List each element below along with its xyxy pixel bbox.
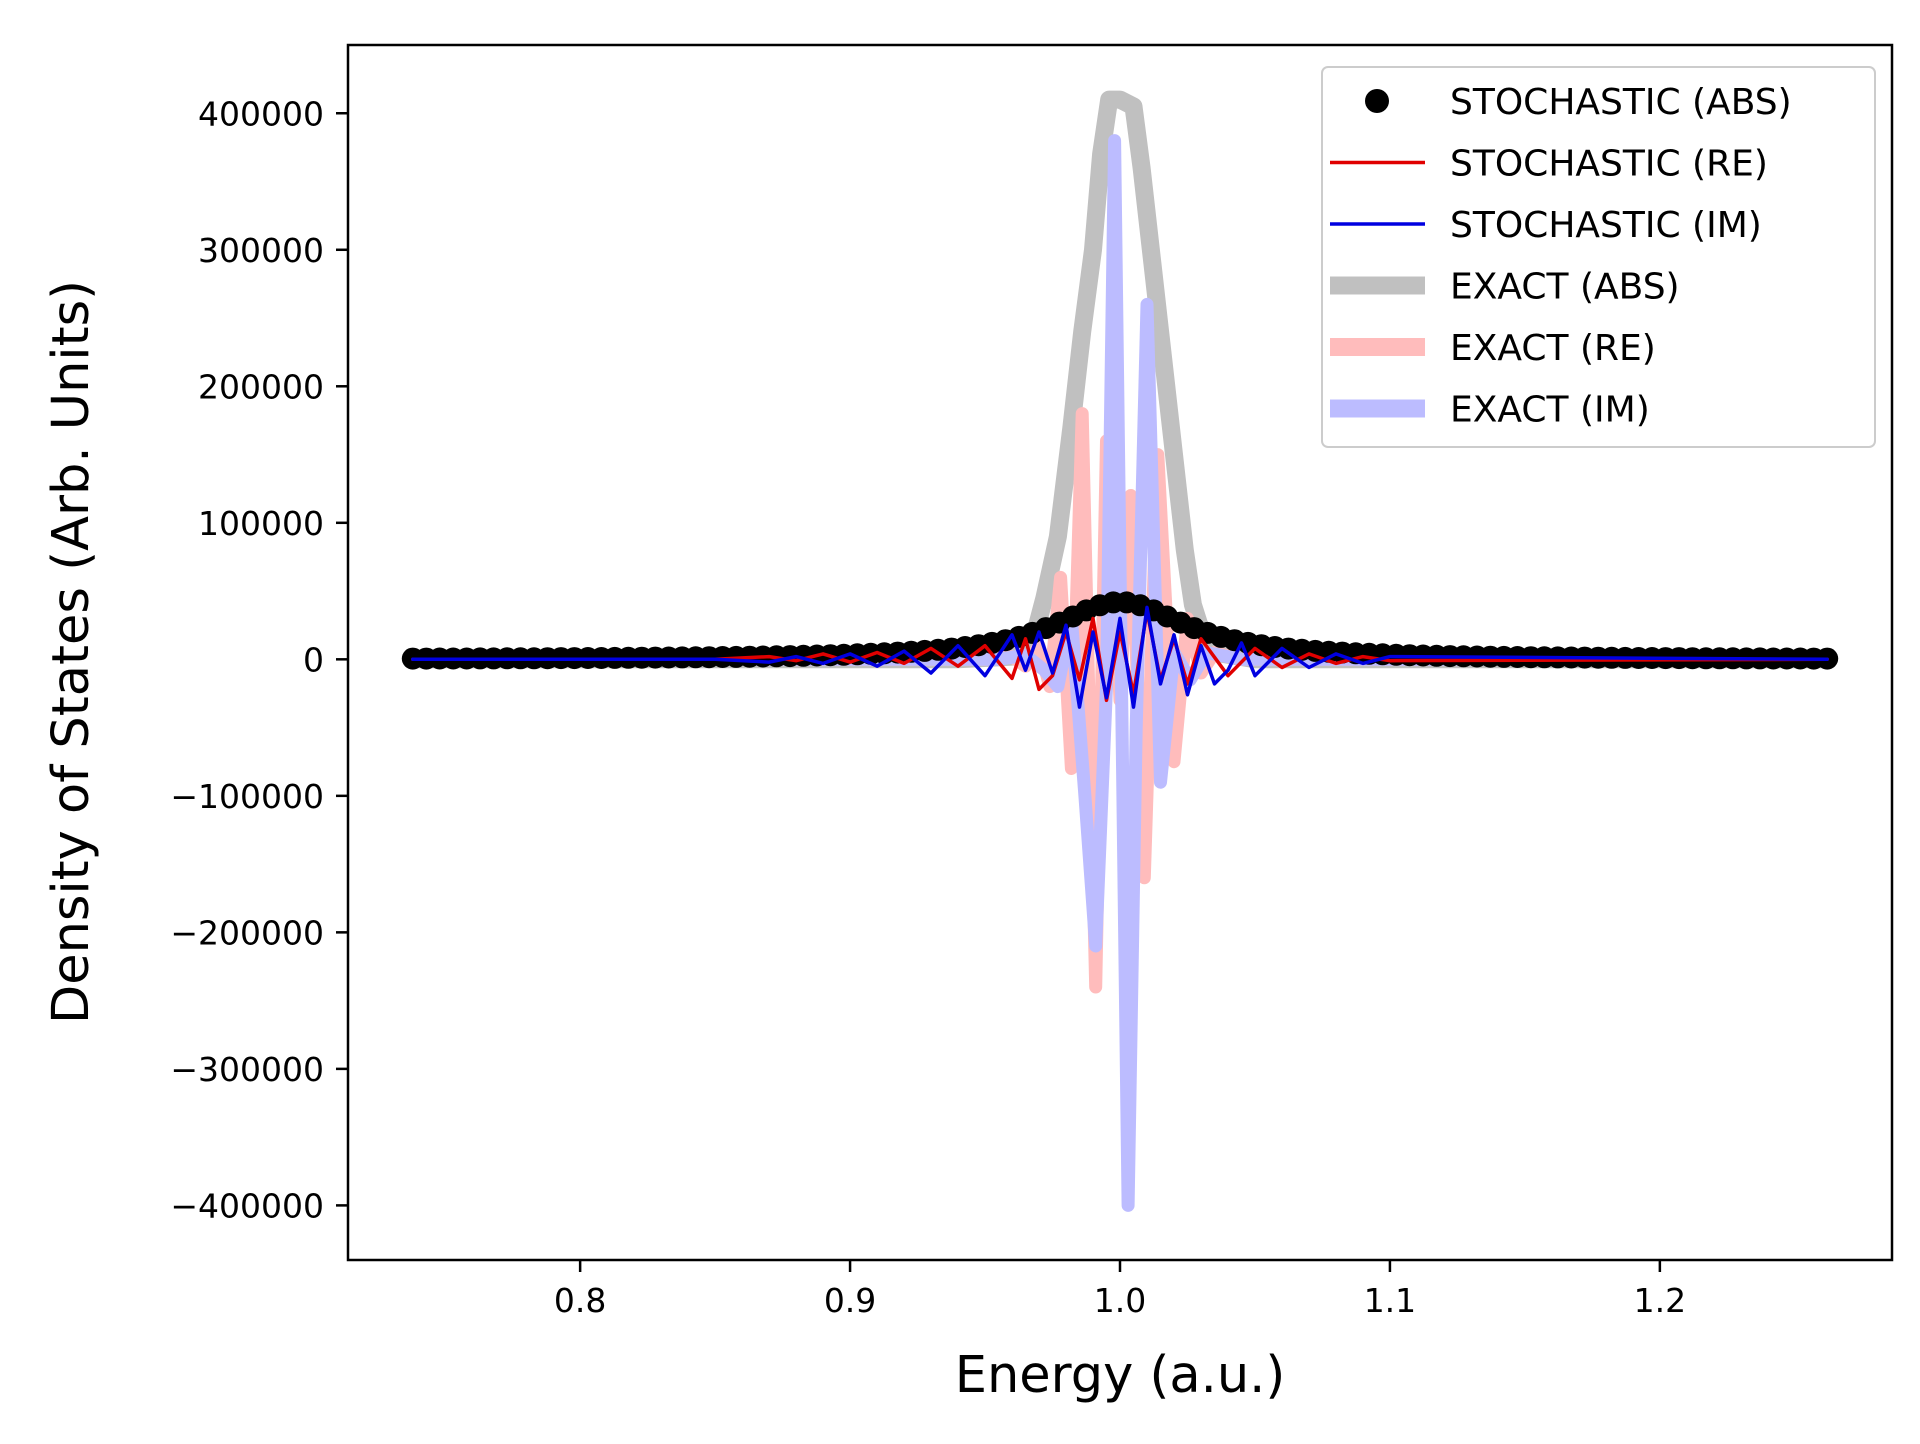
x-axis-label: Energy (a.u.) — [955, 1346, 1286, 1405]
series-layer — [401, 90, 1839, 1212]
series-line-stochastic-im — [411, 605, 1829, 709]
legend-exact-im-label: EXACT (IM) — [1450, 390, 1650, 431]
legend-stochastic-abs-marker — [1365, 89, 1389, 113]
y-axis-label: Density of States (Arb. Units) — [42, 280, 101, 1024]
legend-stochastic-im-label: STOCHASTIC (IM) — [1450, 205, 1762, 246]
y-tick-label: −100000 — [170, 777, 324, 816]
legend-exact-abs-label: EXACT (ABS) — [1450, 267, 1680, 308]
x-tick-label: 1.2 — [1634, 1281, 1686, 1320]
y-tick-label: 0 — [303, 640, 324, 679]
y-axis: 400000 300000 200000 100000 0 −100000 −200000 −… — [170, 94, 348, 1225]
y-tick-label: 300000 — [198, 231, 324, 270]
y-tick-label: 200000 — [198, 367, 324, 406]
x-tick-label: 1.0 — [1094, 1281, 1146, 1320]
y-tick-label: 100000 — [198, 504, 324, 543]
legend-box — [1321, 66, 1876, 448]
x-tick-label: 0.9 — [824, 1281, 876, 1320]
legend-exact-re-label: EXACT (RE) — [1450, 328, 1656, 369]
y-tick-label: −400000 — [170, 1186, 324, 1225]
y-tick-label: −200000 — [170, 913, 324, 952]
x-tick-label: 1.1 — [1364, 1281, 1416, 1320]
y-tick-label: −300000 — [170, 1050, 324, 1089]
x-tick-label: 0.8 — [554, 1281, 606, 1320]
y-tick-label: 400000 — [198, 94, 324, 133]
x-axis: 0.8 0.9 1.0 1.1 1.2 — [554, 1260, 1686, 1320]
legend: STOCHASTIC (ABS) STOCHASTIC (RE) STOCHASTI… — [1321, 66, 1876, 448]
legend-stochastic-abs-label: STOCHASTIC (ABS) — [1450, 82, 1792, 123]
series-line-stochastic-re — [411, 609, 1829, 703]
legend-stochastic-re-label: STOCHASTIC (RE) — [1450, 144, 1768, 185]
